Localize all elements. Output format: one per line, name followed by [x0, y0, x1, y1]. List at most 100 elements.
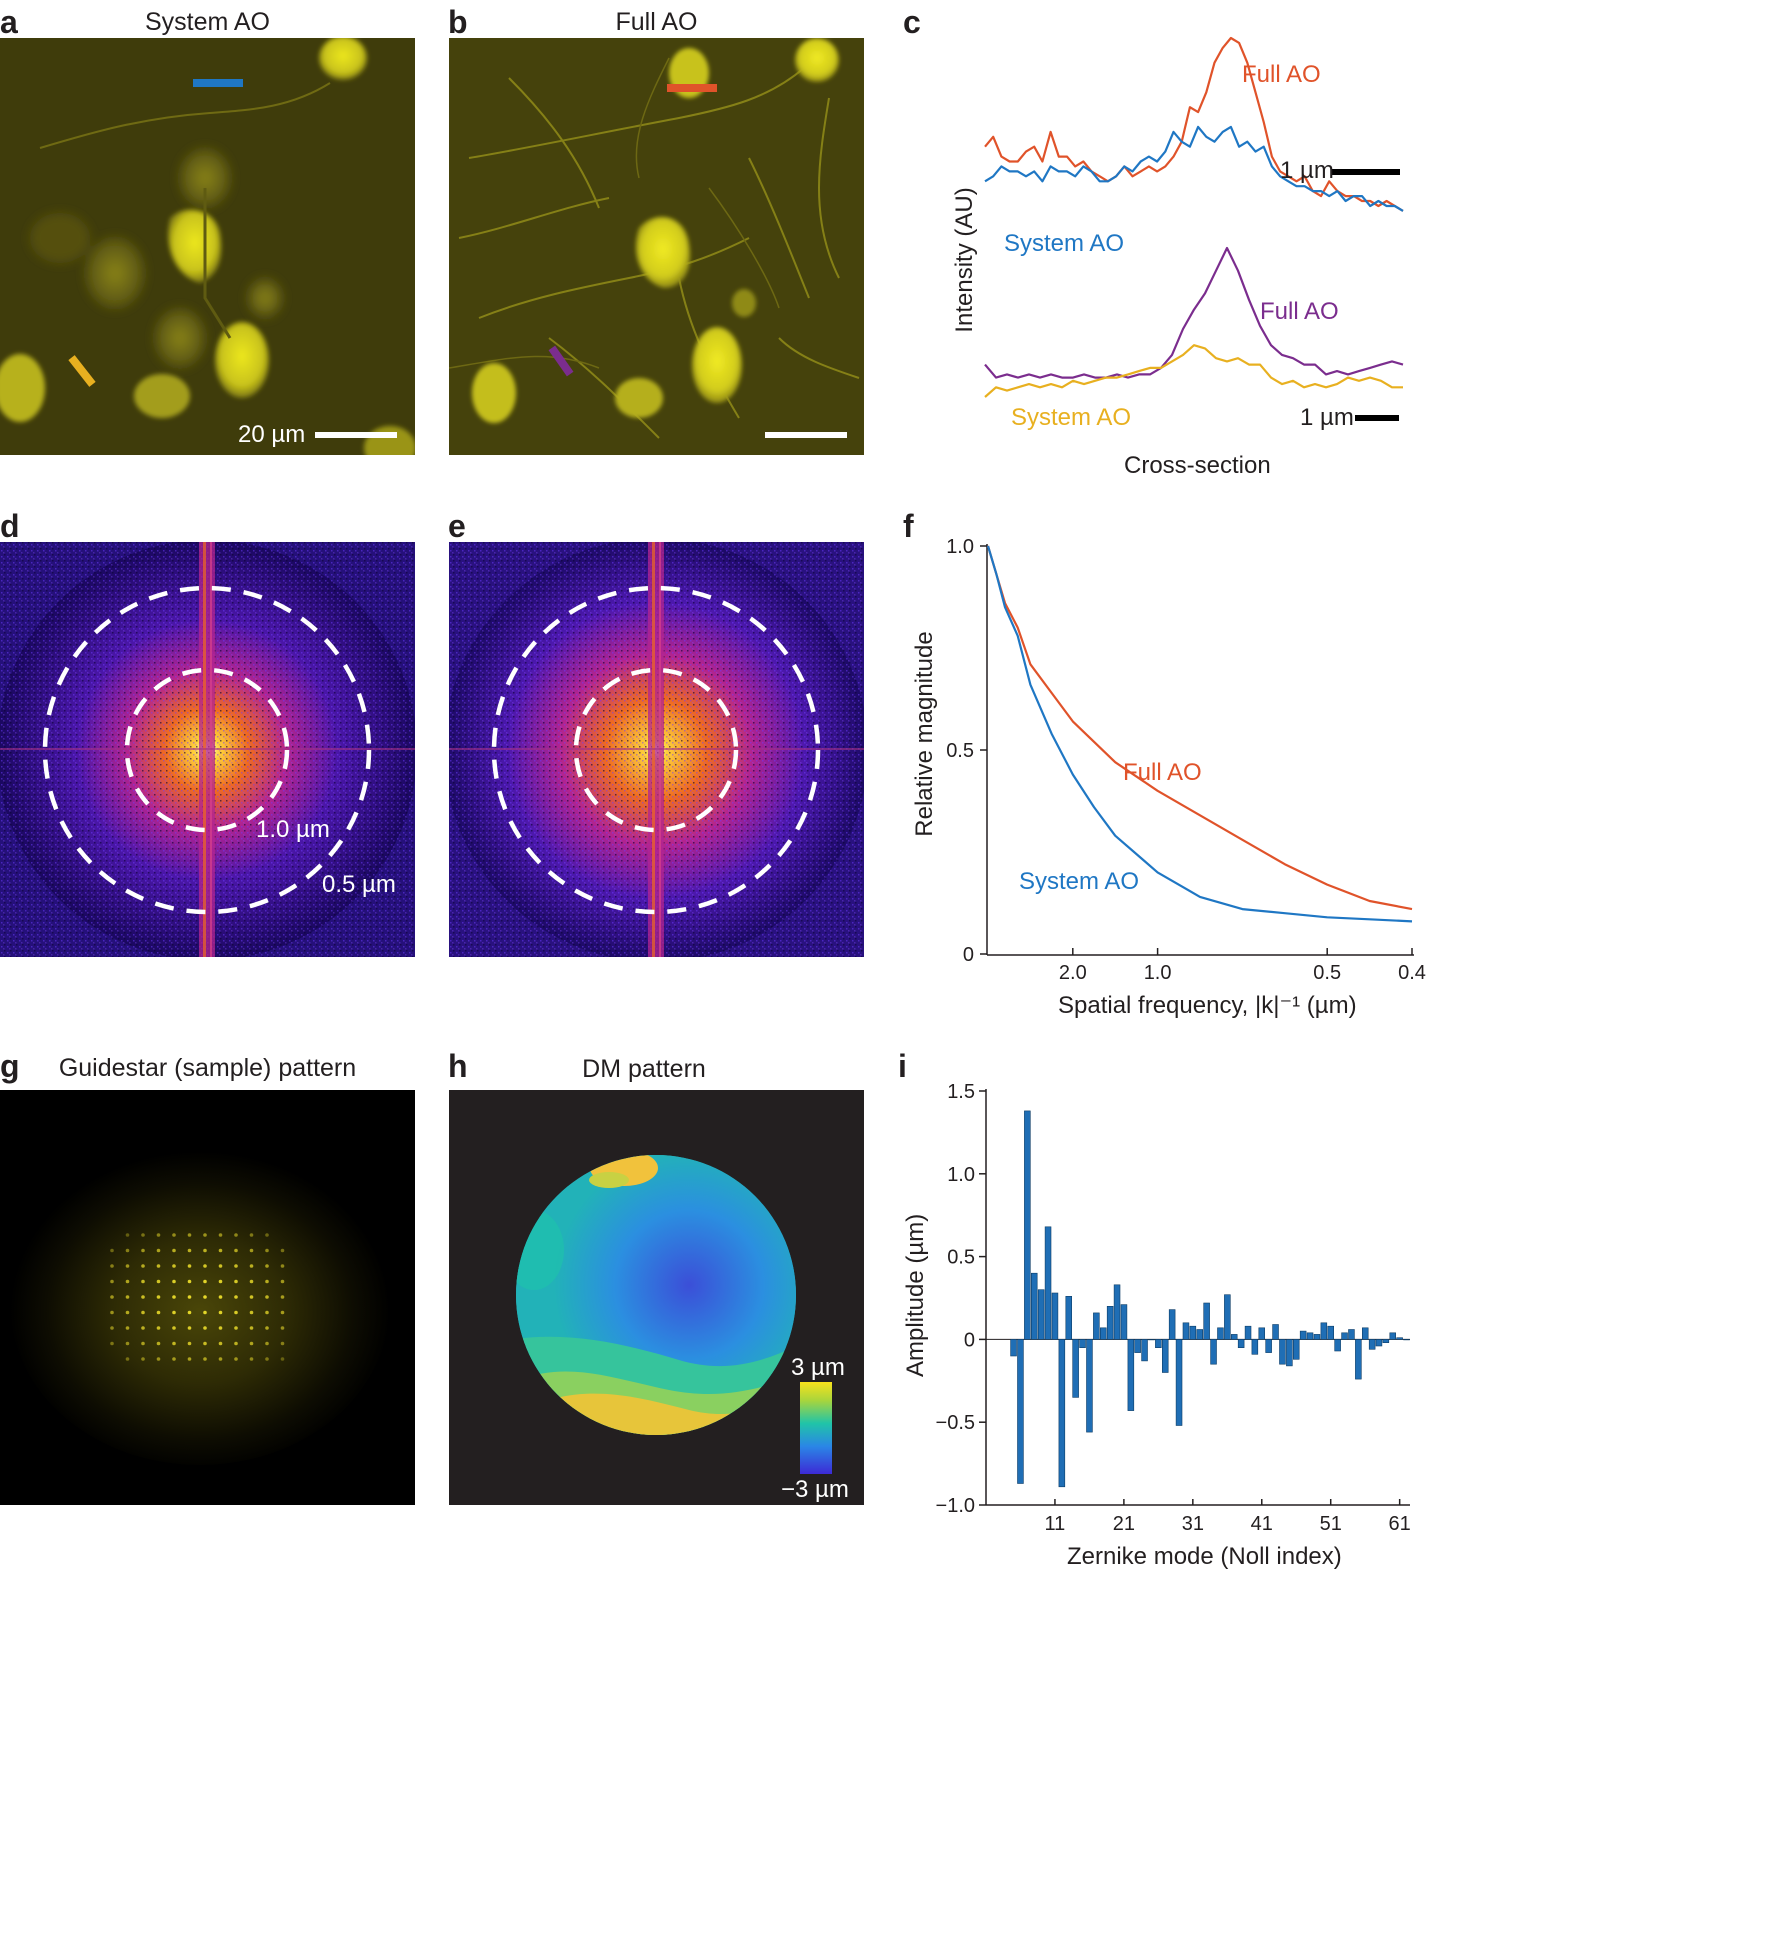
guidestar-spot — [265, 1295, 269, 1299]
dm-pattern-image: 3 µm −3 µm — [449, 1090, 864, 1505]
scalebar-label-20um: 20 µm — [238, 421, 306, 448]
guidestar-spot — [125, 1310, 130, 1315]
legend-full-ao-bottom: Full AO — [1260, 298, 1339, 325]
panel-letter-h: h — [448, 1048, 468, 1084]
guidestar-spot — [249, 1310, 254, 1315]
guidestar-spot — [125, 1248, 130, 1253]
i-ytick-label: −0.5 — [936, 1412, 975, 1434]
panel-letter-e: e — [448, 508, 466, 544]
zernike-bar — [1017, 1339, 1024, 1484]
guidestar-spot — [187, 1341, 192, 1346]
zernike-bar — [1355, 1339, 1362, 1380]
f-xtick-label: 1.0 — [1144, 962, 1172, 984]
guidestar-spot — [156, 1326, 161, 1330]
guidestar-spot — [172, 1326, 176, 1330]
guidestar-spot — [125, 1326, 130, 1330]
zernike-bar — [1230, 1334, 1238, 1340]
zernike-bar — [1051, 1292, 1059, 1340]
zernike-bar — [1162, 1339, 1169, 1373]
guidestar-spot — [203, 1248, 207, 1253]
guidestar-spot — [172, 1248, 176, 1253]
guidestar-spot — [218, 1248, 223, 1253]
i-xtick-label: 31 — [1182, 1513, 1204, 1535]
guidestar-spot — [234, 1233, 238, 1237]
i-xtick-label: 11 — [1045, 1513, 1066, 1535]
zernike-bar — [1341, 1332, 1348, 1340]
guidestar-spot — [156, 1310, 161, 1315]
zernike-bar — [1065, 1296, 1073, 1340]
guidestar-spot — [110, 1279, 114, 1284]
guidestar-spot — [218, 1326, 223, 1330]
zernike-bar — [1348, 1329, 1355, 1340]
guidestar-spot — [203, 1326, 207, 1330]
guidestar-spot — [156, 1295, 161, 1299]
panel-letter-g: g — [0, 1048, 20, 1084]
guidestar-spot — [203, 1264, 207, 1268]
guidestar-spot — [249, 1233, 254, 1237]
guidestar-spot — [249, 1248, 254, 1253]
i-ytick-label: 0 — [964, 1329, 975, 1351]
guidestar-spot — [218, 1279, 223, 1284]
guidestar-spot — [172, 1310, 176, 1315]
guidestar-spot — [218, 1341, 223, 1346]
colorbar-min-label: −3 µm — [781, 1476, 849, 1503]
zernike-bar — [1010, 1339, 1017, 1357]
ring-label-05um: 0.5 µm — [322, 871, 396, 898]
line-system-ao-top — [984, 125, 1404, 212]
guidestar-spot — [265, 1357, 269, 1361]
guidestar-spot — [187, 1279, 192, 1284]
guidestar-spot — [187, 1295, 192, 1299]
zernike-bar — [1251, 1339, 1259, 1355]
line-full-ao-f — [986, 545, 1413, 911]
i-xtick-label: 21 — [1113, 1513, 1135, 1535]
title-dm-pattern: DM pattern — [582, 1055, 706, 1083]
guidestar-spot — [141, 1310, 145, 1315]
f-ytick-label: 1.0 — [946, 536, 974, 558]
guidestar-spot — [249, 1357, 254, 1361]
guidestar-spot — [125, 1279, 130, 1284]
title-full-ao: Full AO — [615, 8, 698, 36]
f-xtick-label: 0.4 — [1398, 962, 1426, 984]
scalebar-bottom-label: 1 µm — [1300, 404, 1354, 431]
zernike-bar — [1389, 1332, 1396, 1340]
guidestar-spot — [265, 1279, 269, 1284]
guidestar-spot — [187, 1248, 192, 1253]
guidestar-spot — [249, 1326, 254, 1330]
line-system-ao-f — [986, 545, 1413, 923]
guidestar-spot — [172, 1233, 176, 1237]
zernike-bar — [1141, 1339, 1148, 1362]
guidestar-spot — [125, 1341, 130, 1346]
guidestar-spot — [218, 1295, 223, 1299]
i-xtick-label: 51 — [1320, 1513, 1342, 1535]
guidestar-spot — [141, 1233, 145, 1237]
guidestar-spot — [218, 1357, 223, 1361]
colorbar-max-label: 3 µm — [791, 1354, 845, 1381]
cross-section-chart — [984, 36, 1404, 421]
system-ao-image: 20 µm — [0, 38, 415, 455]
zernike-bar — [1093, 1312, 1100, 1340]
title-guidestar: Guidestar (sample) pattern — [58, 1054, 357, 1082]
guidestar-spot — [187, 1357, 192, 1361]
line-full-ao-top — [984, 36, 1404, 212]
dm-colorbar — [800, 1382, 832, 1474]
zernike-bar — [1334, 1339, 1341, 1352]
panel-letter-b: b — [448, 4, 468, 40]
legend-full-ao-f: Full AO — [1123, 759, 1202, 786]
i-ytick-label: −1.0 — [936, 1495, 975, 1517]
guidestar-spot — [249, 1341, 254, 1346]
guidestar-spot — [249, 1279, 254, 1284]
guidestar-spot — [234, 1341, 238, 1346]
legend-system-ao-bottom: System AO — [1011, 404, 1132, 431]
guidestar-spot — [125, 1264, 130, 1268]
zernike-bar — [1313, 1334, 1321, 1340]
zernike-bar — [1382, 1339, 1390, 1343]
scalebar-bottom — [1355, 415, 1399, 421]
zernike-bar — [1058, 1339, 1066, 1488]
ylabel-intensity: Intensity (AU) — [951, 187, 978, 333]
fourier-full-ao — [449, 542, 864, 957]
guidestar-spot — [156, 1233, 161, 1237]
zernike-bar — [1127, 1339, 1135, 1411]
zernike-bar — [1361, 1327, 1369, 1340]
zernike-bar — [1327, 1325, 1334, 1340]
guidestar-spot — [265, 1326, 269, 1330]
